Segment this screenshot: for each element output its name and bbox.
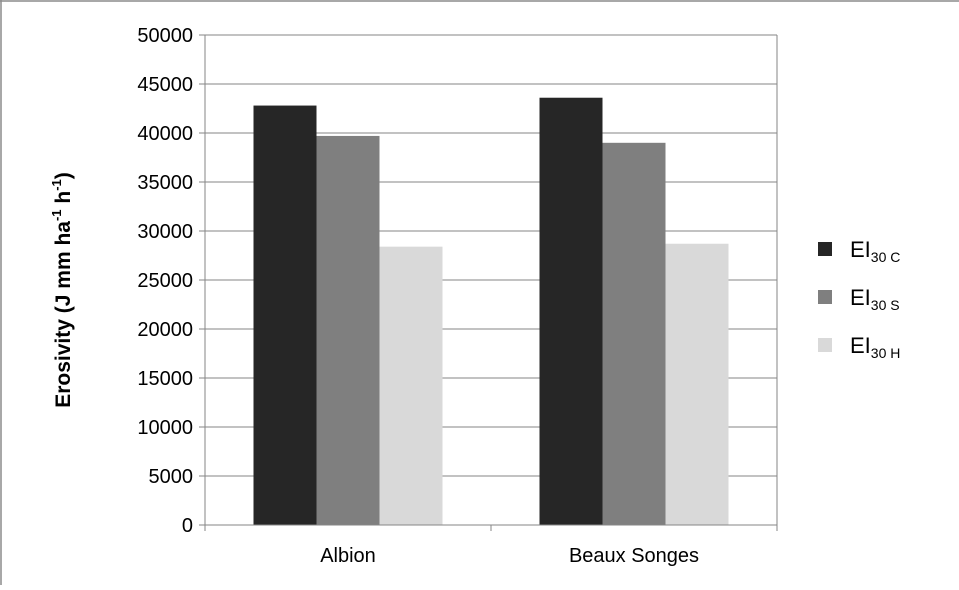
y-tick-label: 15000 xyxy=(137,368,193,390)
y-tick-label: 25000 xyxy=(137,270,193,292)
legend-label: EI30 S xyxy=(850,285,900,313)
y-axis-label-superscript: -1 xyxy=(49,209,64,221)
y-axis-label-superscript: -1 xyxy=(49,179,64,191)
bars xyxy=(253,97,729,526)
legend-swatch xyxy=(818,242,832,256)
y-tick-label: 0 xyxy=(182,515,193,537)
legend-label-main: EI xyxy=(850,285,871,310)
y-axis-label-part: ) xyxy=(52,172,75,179)
y-tick-labels: 0 5000 10000 15000 20000 25000 30000 35000 40000… xyxy=(137,25,193,537)
bar-ei30-h-albion xyxy=(379,246,443,525)
x-category-label: Beaux Songes xyxy=(569,545,699,567)
legend-label-subscript: 30 H xyxy=(871,345,901,361)
legend-label-main: EI xyxy=(850,237,871,262)
y-tick-label: 35000 xyxy=(137,172,193,194)
y-tick-label: 5000 xyxy=(149,466,194,488)
bar-ei30-c-albion xyxy=(253,105,317,525)
bar-ei30-s-albion xyxy=(316,135,380,525)
y-tick-label: 10000 xyxy=(137,417,193,439)
x-category-labels: Albion Beaux Songes xyxy=(320,545,699,567)
y-tick-label: 50000 xyxy=(137,25,193,47)
legend-label: EI30 H xyxy=(850,333,900,361)
y-axis-label-part: Erosivity (J mm ha xyxy=(52,221,75,408)
legend-label-subscript: 30 C xyxy=(871,249,901,265)
x-category-label: Albion xyxy=(320,545,376,567)
y-tick-label: 20000 xyxy=(137,319,193,341)
y-tick-label: 45000 xyxy=(137,74,193,96)
y-axis-label-part: h xyxy=(52,191,75,210)
legend-label-main: EI xyxy=(850,333,871,358)
legend-swatch xyxy=(818,338,832,352)
axes xyxy=(199,34,778,531)
legend-label-subscript: 30 S xyxy=(871,297,900,313)
y-tick-label: 30000 xyxy=(137,221,193,243)
y-tick-label: 40000 xyxy=(137,123,193,145)
legend-label: EI30 C xyxy=(850,237,900,265)
bar-ei30-c-beaux-songes xyxy=(539,97,603,525)
y-axis-label: Erosivity (J mm ha-1 h-1) xyxy=(49,172,75,408)
bar-ei30-s-beaux-songes xyxy=(602,142,666,526)
legend-swatch xyxy=(818,290,832,304)
y-axis-title: Erosivity (J mm ha-1 h-1) xyxy=(49,172,75,408)
bar-ei30-h-beaux-songes xyxy=(665,243,729,526)
